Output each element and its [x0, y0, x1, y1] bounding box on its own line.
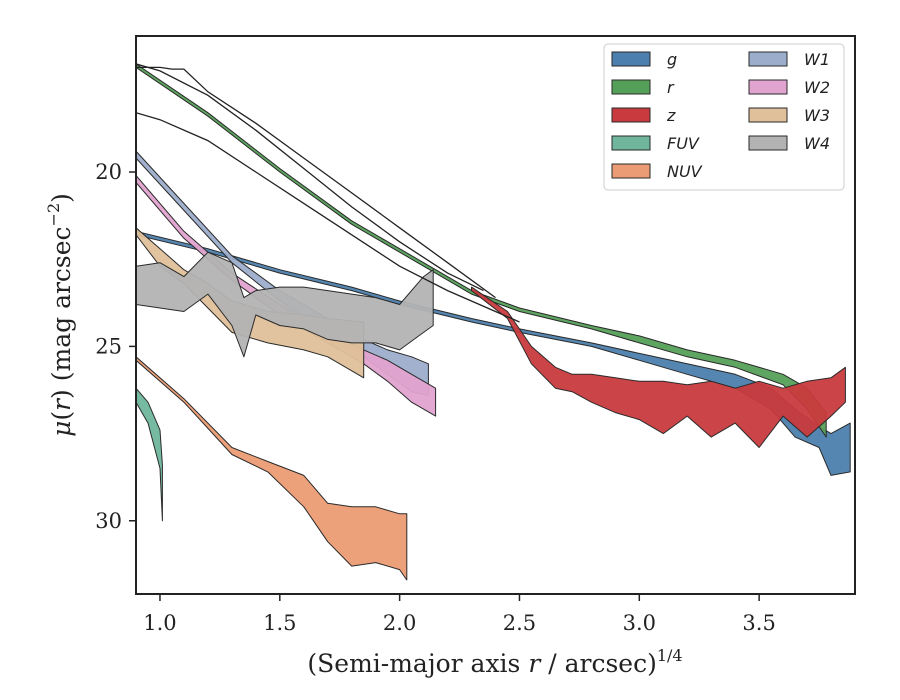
legend-label-fuv: FUV — [667, 134, 700, 153]
y-tick-label: 30 — [95, 509, 122, 533]
plot-frame — [135, 35, 856, 595]
x-axis: 1.0 1.5 2.0 2.5 3.0 3.5 — [143, 594, 776, 635]
profile-lines — [136, 63, 520, 323]
legend-swatch-w3 — [748, 107, 788, 123]
legend-label-z: z — [666, 106, 676, 125]
profile-line-2 — [136, 63, 484, 292]
x-tick-label: 1.0 — [143, 611, 176, 635]
series-fuv-band — [136, 387, 163, 522]
y-axis-label: μ(r) (mag arcsec−2) — [44, 193, 76, 437]
series-areas — [136, 63, 851, 581]
profile-line-1 — [136, 66, 496, 299]
legend-swatch-w1 — [748, 51, 788, 67]
legend-swatch-fuv — [611, 135, 651, 151]
legend-label-w3: W3 — [804, 106, 830, 125]
series-nuv-band — [136, 356, 408, 581]
legend-swatch-r — [611, 79, 651, 95]
y-tick-label: 25 — [95, 334, 122, 358]
legend-swatch-w2 — [748, 79, 788, 95]
legend-swatch-nuv — [611, 163, 651, 179]
legend: grz FUV NUV W1 W2 W3 W4 — [603, 43, 845, 191]
legend-label-w1: W1 — [804, 50, 830, 69]
x-tick-label: 2.0 — [383, 611, 416, 635]
legend-label-r: r — [667, 78, 675, 97]
x-tick-label: 3.0 — [623, 611, 656, 635]
legend-label-w2: W2 — [804, 78, 830, 97]
series-w4-band — [136, 251, 434, 358]
x-tick-label: 1.5 — [263, 611, 296, 635]
x-tick-label: 2.5 — [503, 611, 536, 635]
y-tick-label: 20 — [95, 160, 122, 184]
legend-label-g: g — [667, 50, 677, 69]
profile-line-3 — [136, 112, 520, 323]
legend-label-w4: W4 — [804, 134, 830, 153]
x-tick-label: 3.5 — [742, 611, 775, 635]
legend-label-nuv: NUV — [667, 162, 703, 181]
legend-swatch-g — [611, 51, 651, 67]
series-r-band — [136, 63, 827, 438]
x-axis-label: (Semi-major axis r / arcsec)1/4 — [307, 646, 682, 678]
legend-swatch-w4 — [748, 135, 788, 151]
legend-swatch-z — [611, 107, 651, 123]
series-z-band — [471, 286, 846, 448]
y-axis: 20 25 30 — [95, 160, 136, 533]
